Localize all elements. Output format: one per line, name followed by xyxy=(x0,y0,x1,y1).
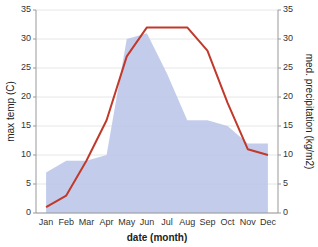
y-tick xyxy=(33,184,36,185)
y2-tick xyxy=(278,68,281,69)
x-tick-label: Mar xyxy=(79,217,95,227)
x-tick-label: Feb xyxy=(58,217,74,227)
y-tick xyxy=(33,126,36,127)
y2-axis-label: med. precipitation (kg/m2) xyxy=(304,54,315,170)
y2-tick-label: 10 xyxy=(283,149,293,159)
y-tick xyxy=(33,39,36,40)
precipitation-area xyxy=(46,33,268,213)
x-tick-label: Jun xyxy=(140,217,155,227)
y2-tick-label: 0 xyxy=(283,207,288,217)
grid-line xyxy=(36,213,278,214)
y2-tick xyxy=(278,184,281,185)
y-tick xyxy=(33,213,36,214)
y-tick-label: 25 xyxy=(21,62,31,72)
y2-tick-label: 15 xyxy=(283,120,293,130)
y2-tick-label: 30 xyxy=(283,33,293,43)
y2-tick-label: 25 xyxy=(283,62,293,72)
y2-tick xyxy=(278,126,281,127)
y2-tick xyxy=(278,155,281,156)
y-axis-label: max temp (C) xyxy=(5,81,16,142)
x-tick-label: Sep xyxy=(199,217,215,227)
grid xyxy=(36,10,278,213)
marks xyxy=(46,27,268,213)
y-tick xyxy=(33,97,36,98)
x-tick-label: May xyxy=(118,217,136,227)
x-tick-label: Oct xyxy=(221,217,236,227)
y2-tick-label: 20 xyxy=(283,91,293,101)
x-tick-label: Aug xyxy=(179,217,195,227)
x-tick-label: Dec xyxy=(260,217,277,227)
y-tick-label: 15 xyxy=(21,120,31,130)
grid-line xyxy=(36,39,278,40)
axes: 0 5 10 15 20 25 30 35 0 5 10 15 20 25 30 35 Jan Feb Mar Apr… xyxy=(21,4,293,227)
x-axis-label: date (month) xyxy=(127,232,188,243)
y-axis-line xyxy=(36,10,37,213)
y-tick-label: 0 xyxy=(26,207,31,217)
y2-tick xyxy=(278,10,281,11)
y2-tick-label: 35 xyxy=(283,4,293,14)
y2-tick xyxy=(278,97,281,98)
y-tick xyxy=(33,68,36,69)
y-tick-label: 10 xyxy=(21,149,31,159)
y2-tick xyxy=(278,213,281,214)
y-tick-label: 20 xyxy=(21,91,31,101)
y2-tick-label: 5 xyxy=(283,178,288,188)
x-axis-line xyxy=(36,213,278,214)
chart: 0 5 10 15 20 25 30 35 0 5 10 15 20 25 30 35 Jan Feb Mar Apr… xyxy=(0,0,318,247)
y-tick-label: 30 xyxy=(21,33,31,43)
x-tick-label: Jul xyxy=(161,217,173,227)
y-tick xyxy=(33,155,36,156)
grid-line xyxy=(36,10,278,11)
y-tick-label: 5 xyxy=(26,178,31,188)
y-tick xyxy=(33,10,36,11)
y2-tick xyxy=(278,39,281,40)
temperature-line xyxy=(46,27,268,207)
y2-axis-line xyxy=(278,10,279,213)
x-tick-label: Apr xyxy=(100,217,114,227)
x-tick-label: Nov xyxy=(240,217,257,227)
y-tick-label: 35 xyxy=(21,4,31,14)
x-tick-label: Jan xyxy=(39,217,54,227)
